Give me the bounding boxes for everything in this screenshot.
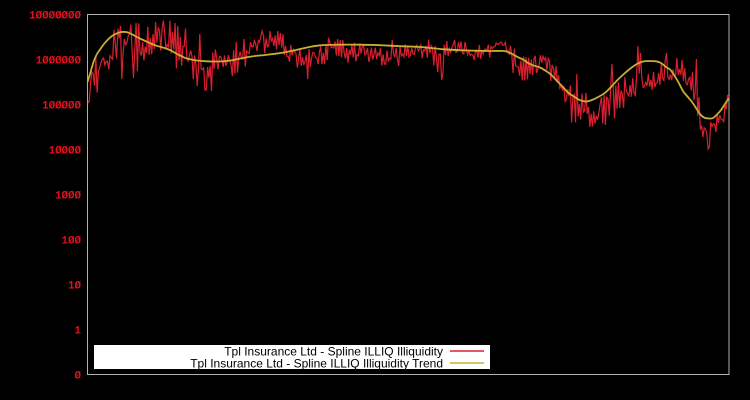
svg-text:Tpl Insurance Ltd - Spline ILL: Tpl Insurance Ltd - Spline ILLIQ Illiqui… (224, 345, 443, 359)
svg-text:1ØØØØ: 1ØØØØ (49, 146, 82, 158)
svg-text:1ØØØ: 1ØØØ (55, 191, 81, 203)
svg-text:1: 1 (75, 326, 82, 338)
svg-text:1ØØØØØØØ: 1ØØØØØØØ (29, 11, 81, 23)
svg-text:Tpl Insurance Ltd - Spline ILL: Tpl Insurance Ltd - Spline ILLIQ Illiqui… (190, 357, 443, 371)
svg-text:1ØØØØØØ: 1ØØØØØØ (36, 56, 82, 68)
svg-text:1ØØØØØ: 1ØØØØØ (42, 101, 81, 113)
svg-text:Ø: Ø (75, 371, 82, 383)
svg-text:1ØØ: 1ØØ (62, 236, 82, 248)
svg-text:1Ø: 1Ø (68, 281, 81, 293)
